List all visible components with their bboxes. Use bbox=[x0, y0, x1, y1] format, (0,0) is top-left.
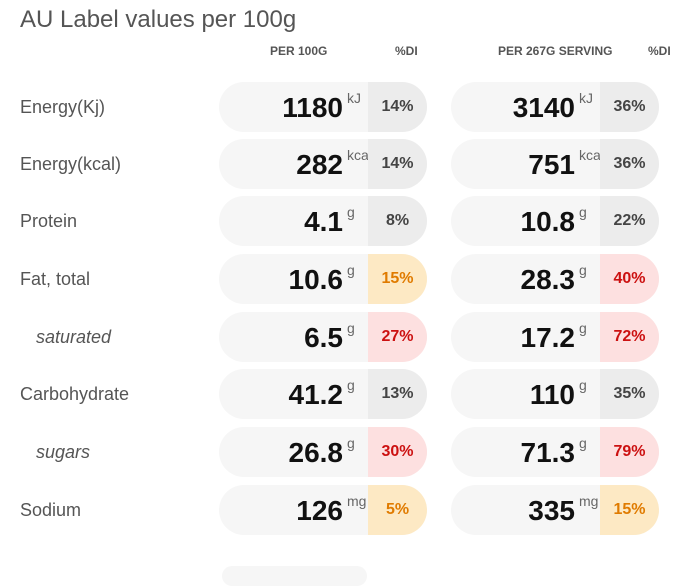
per-100g-cell: 41.2 g 13% bbox=[219, 369, 427, 419]
nutrient-label: Protein bbox=[20, 211, 78, 231]
nutrient-label: sugars bbox=[36, 442, 91, 462]
per-100g-value: 282 bbox=[296, 149, 343, 180]
per-100g-value: 10.6 bbox=[288, 264, 344, 295]
partial-row-placeholder bbox=[222, 566, 367, 586]
nutrient-label: Sodium bbox=[20, 500, 82, 520]
nutrient-label: Energy(Kj) bbox=[20, 97, 106, 117]
per-serving-unit: g bbox=[579, 262, 587, 278]
per-serving-value: 10.8 bbox=[520, 206, 576, 237]
per-100g-unit: g bbox=[347, 377, 355, 393]
per-serving-cell: 335 mg 15% bbox=[451, 485, 659, 535]
nutrient-label: Carbohydrate bbox=[20, 384, 130, 404]
per-serving-di-badge: 40% bbox=[600, 254, 659, 304]
per-100g-di-badge: 14% bbox=[368, 139, 427, 189]
per-serving-cell: 17.2 g 72% bbox=[451, 312, 659, 362]
per-100g-unit: g bbox=[347, 320, 355, 336]
per-100g-value: 1180 bbox=[282, 92, 343, 123]
table-row: Protein 4.1 g 8% 10.8 g 22% bbox=[0, 196, 698, 246]
table-row: Energy(kcal) 282 kcal 14% 751 kcal 36% bbox=[0, 139, 698, 189]
per-serving-di-badge: 35% bbox=[600, 369, 659, 419]
table-row: Fat, total 10.6 g 15% 28.3 g 40% bbox=[0, 254, 698, 304]
per-serving-di-badge: 36% bbox=[600, 139, 659, 189]
per-100g-di-badge: 5% bbox=[368, 485, 427, 535]
table-row: Sodium 126 mg 5% 335 mg 15% bbox=[0, 485, 698, 535]
per-100g-di-badge: 30% bbox=[368, 427, 427, 477]
per-serving-cell: 3140 kJ 36% bbox=[451, 82, 659, 132]
per-serving-di-badge: 72% bbox=[600, 312, 659, 362]
nutrient-label: Fat, total bbox=[20, 269, 91, 289]
table-row: saturated 6.5 g 27% 17.2 g 72% bbox=[0, 312, 698, 362]
per-100g-cell: 26.8 g 30% bbox=[219, 427, 427, 477]
per-serving-value: 335 bbox=[528, 495, 575, 526]
per-100g-value: 4.1 bbox=[304, 206, 343, 237]
per-serving-value: 3140 bbox=[512, 92, 575, 123]
per-serving-value: 110 bbox=[529, 379, 575, 410]
per-serving-unit: g bbox=[579, 320, 587, 336]
per-serving-cell: 71.3 g 79% bbox=[451, 427, 659, 477]
per-serving-di-badge: 79% bbox=[600, 427, 659, 477]
per-100g-cell: 4.1 g 8% bbox=[219, 196, 427, 246]
per-serving-unit: mg bbox=[579, 493, 599, 509]
per-100g-cell: 1180 kJ 14% bbox=[219, 82, 427, 132]
per-100g-cell: 10.6 g 15% bbox=[219, 254, 427, 304]
per-100g-di-badge: 27% bbox=[368, 312, 427, 362]
per-100g-unit: kJ bbox=[347, 90, 361, 106]
per-100g-unit: g bbox=[347, 204, 355, 220]
per-100g-unit: mg bbox=[347, 493, 367, 509]
per-100g-cell: 6.5 g 27% bbox=[219, 312, 427, 362]
per-serving-value: 28.3 bbox=[520, 264, 576, 295]
per-serving-unit: kJ bbox=[579, 90, 593, 106]
per-100g-cell: 126 mg 5% bbox=[219, 485, 427, 535]
per-serving-di-badge: 22% bbox=[600, 196, 659, 246]
per-100g-di-badge: 13% bbox=[368, 369, 427, 419]
table-row: Carbohydrate 41.2 g 13% 110 g 35% bbox=[0, 369, 698, 419]
table-row: Energy(Kj) 1180 kJ 14% 3140 kJ 36% bbox=[0, 82, 698, 132]
per-serving-di-badge: 15% bbox=[600, 485, 659, 535]
per-serving-cell: 751 kcal 36% bbox=[451, 139, 659, 189]
per-100g-value: 126 bbox=[296, 495, 343, 526]
header-per-100g: PER 100G bbox=[270, 44, 328, 58]
per-100g-cell: 282 kcal 14% bbox=[219, 139, 427, 189]
per-100g-di-badge: 8% bbox=[368, 196, 427, 246]
per-serving-value: 17.2 bbox=[520, 322, 576, 353]
per-100g-value: 6.5 bbox=[304, 322, 343, 353]
per-serving-unit: g bbox=[579, 377, 587, 393]
per-serving-cell: 10.8 g 22% bbox=[451, 196, 659, 246]
page-title: AU Label values per 100g bbox=[20, 6, 297, 33]
per-100g-di-badge: 15% bbox=[368, 254, 427, 304]
per-100g-value: 26.8 bbox=[288, 437, 344, 468]
per-100g-di-badge: 14% bbox=[368, 82, 427, 132]
per-100g-value: 41.2 bbox=[288, 379, 344, 410]
nutrient-label: saturated bbox=[36, 327, 112, 347]
per-100g-unit: g bbox=[347, 435, 355, 451]
per-serving-cell: 28.3 g 40% bbox=[451, 254, 659, 304]
per-100g-unit: g bbox=[347, 262, 355, 278]
per-serving-value: 751 bbox=[528, 149, 575, 180]
per-serving-unit: kcal bbox=[579, 147, 604, 163]
header-di-1: %DI bbox=[395, 44, 418, 58]
table-row: sugars 26.8 g 30% 71.3 g 79% bbox=[0, 427, 698, 477]
header-di-2: %DI bbox=[648, 44, 671, 58]
per-serving-value: 71.3 bbox=[520, 437, 576, 468]
per-serving-unit: g bbox=[579, 204, 587, 220]
nutrient-label: Energy(kcal) bbox=[20, 154, 122, 174]
per-100g-unit: kcal bbox=[347, 147, 372, 163]
header-per-serving: PER 267G SERVING bbox=[498, 44, 613, 58]
per-serving-unit: g bbox=[579, 435, 587, 451]
per-serving-di-badge: 36% bbox=[600, 82, 659, 132]
per-serving-cell: 110 g 35% bbox=[451, 369, 659, 419]
